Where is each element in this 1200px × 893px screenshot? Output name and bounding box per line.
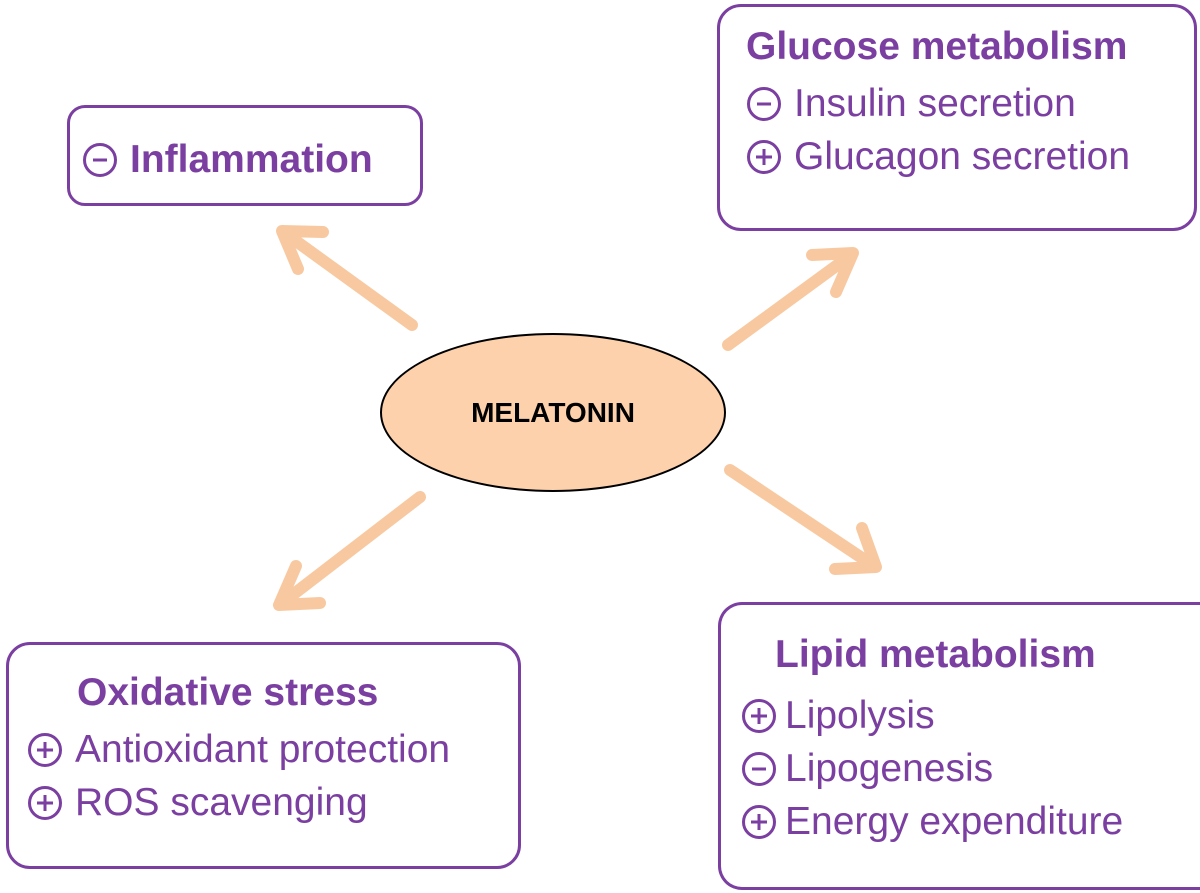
plus-circle-icon [28, 732, 62, 767]
glucose-metabolism-title: Glucose metabolism [746, 25, 1128, 68]
plus-circle-icon [28, 785, 62, 820]
lipid-item-label: Energy expenditure [785, 800, 1124, 843]
melatonin-node: MELATONIN [380, 333, 726, 492]
minus-circle-icon [742, 751, 776, 786]
minus-circle-icon [747, 86, 781, 121]
inflammation-label: Inflammation [130, 138, 373, 181]
plus-circle-icon [747, 139, 781, 174]
lipid-item-label: Lipogenesis [785, 747, 994, 790]
minus-circle-icon [83, 142, 117, 177]
lipid-item-energy: Energy expenditure [741, 802, 1200, 841]
inflammation-item: Inflammation [82, 140, 373, 179]
glucose-item-label: Glucagon secretion [794, 135, 1131, 178]
lipid-metabolism-box: Lipid metabolism Lipolysis Lipogenesis E… [718, 602, 1200, 890]
lipid-item-label: Lipolysis [785, 694, 935, 737]
oxidative-stress-title: Oxidative stress [77, 671, 379, 714]
glucose-item-glucagon: Glucagon secretion [746, 137, 1194, 176]
lipid-metabolism-title: Lipid metabolism [775, 633, 1096, 676]
glucose-item-label: Insulin secretion [794, 82, 1076, 125]
glucose-metabolism-box: Glucose metabolism Insulin secretion Glu… [717, 4, 1197, 231]
plus-circle-icon [742, 698, 776, 733]
lipid-item-lipolysis: Lipolysis [741, 696, 1200, 735]
oxidative-item-label: Antioxidant protection [75, 728, 451, 771]
plus-circle-icon [742, 804, 776, 839]
arrow-to-glucose-metabolism [722, 247, 859, 351]
arrow-to-inflammation [276, 225, 418, 331]
glucose-item-insulin: Insulin secretion [746, 84, 1194, 123]
arrow-to-lipid-metabolism [724, 464, 882, 575]
arrow-to-oxidative-stress [273, 491, 426, 611]
melatonin-label: MELATONIN [471, 396, 635, 428]
oxidative-item-ros: ROS scavenging [27, 783, 518, 822]
oxidative-stress-box: Oxidative stress Antioxidant protection … [6, 642, 521, 869]
oxidative-item-antioxidant: Antioxidant protection [27, 730, 518, 769]
oxidative-item-label: ROS scavenging [75, 781, 368, 824]
inflammation-box: Inflammation [67, 105, 423, 206]
lipid-item-lipogenesis: Lipogenesis [741, 749, 1200, 788]
